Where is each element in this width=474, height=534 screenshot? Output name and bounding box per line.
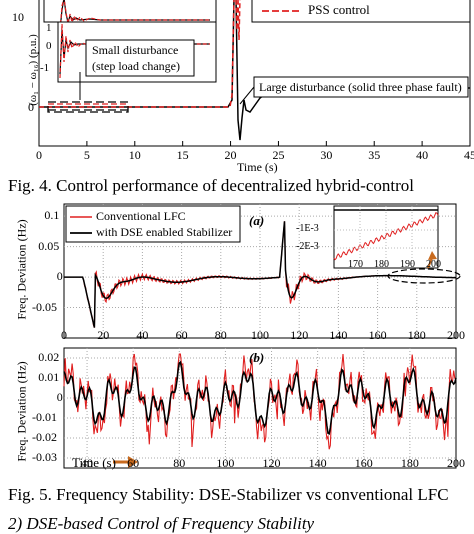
fig5a-inset-x-tick-200: 200 xyxy=(426,259,441,270)
fig5a-inset-y-tick-2: -2E-3 xyxy=(296,241,319,252)
fig4-inset-y-tick-1: 1 xyxy=(46,22,52,34)
fig5b-panel-label: (b) xyxy=(249,350,265,365)
fig5a-inset-x-tick-180: 180 xyxy=(374,259,389,270)
fig4-x-label: Time (s) xyxy=(237,160,278,174)
fig4-x-tick-label: 10 xyxy=(128,148,141,162)
fig5b-plot-frame xyxy=(63,347,457,469)
fig5a-chart xyxy=(63,203,461,339)
fig4-red-trace xyxy=(39,0,241,108)
fig5a-legend-label-dse: with DSE enabled Stabilizer xyxy=(96,225,233,239)
fig4-plot-frame xyxy=(38,0,471,147)
fig4-x-tick-label: 45 xyxy=(464,148,474,162)
fig4-small-dist-line1: Small disturbance xyxy=(92,43,179,57)
fig5b-chart xyxy=(63,347,457,469)
fig5b-x-label: Time (s) xyxy=(72,455,116,470)
fig5b-x-tick-label: 100 xyxy=(216,456,235,470)
fig5a-y-tick-label: 0.1 xyxy=(44,208,60,223)
fig5b-black-trace xyxy=(63,360,457,435)
fig5a-panel-label: (a) xyxy=(249,213,265,228)
fig4-y-tick-0: 0 xyxy=(28,100,34,114)
fig4-x-tick-label: 25 xyxy=(272,148,285,162)
fig4-caption: Fig. 4. Control performance of decentral… xyxy=(8,176,414,195)
fig4-large-dist-label: Large disturbance (solid three phase fau… xyxy=(259,80,462,94)
fig4-x-tick-label: 15 xyxy=(176,148,189,162)
fig5a-y-tick-label: 0 xyxy=(56,269,63,284)
fig4-x-tick-label: 35 xyxy=(368,148,381,162)
fig5b-x-tick-label: 80 xyxy=(173,456,186,470)
fig5b-x-tick-label: 120 xyxy=(262,456,281,470)
fig4-small-dist-region xyxy=(47,101,129,113)
fig5a-legend-label-conventional: Conventional LFC xyxy=(96,209,186,223)
fig5a-grid xyxy=(64,204,456,338)
fig5b-y-tick-label: -0.01 xyxy=(32,410,57,424)
fig5a-x-tick-label: 0 xyxy=(61,328,67,342)
fig4-x-ticks xyxy=(38,141,471,146)
fig5a-x-tick-label: 60 xyxy=(175,328,188,342)
fig5b-y-tick-label: -0.03 xyxy=(32,450,57,464)
fig5a-black-trace xyxy=(64,221,456,328)
fig5b-y-tick-label: 0.01 xyxy=(38,370,60,384)
fig4-x-tick-label: 30 xyxy=(320,148,333,162)
fig4-inset-red-trace xyxy=(59,23,210,79)
fig4-x-tick-label: 20 xyxy=(224,148,237,162)
fig5b-x-tick-label: 140 xyxy=(308,456,327,470)
fig4-large-dist-arrow xyxy=(239,86,255,105)
fig5b-y-label: Freq. Deviation (Hz) xyxy=(14,361,29,462)
fig4-x-tick-label: 5 xyxy=(83,148,90,162)
fig4-inset-frame xyxy=(43,0,217,23)
fig5a-x-tick-label: 140 xyxy=(329,328,348,342)
fig5a-x-tick-label: 180 xyxy=(407,328,426,342)
fig4-inset-y-tick-0: 0 xyxy=(46,40,52,52)
fig5b-y-tick-label: 0.02 xyxy=(38,350,60,364)
fig5a-inset-x-tick-190: 190 xyxy=(400,259,415,270)
fig4-small-dist-box xyxy=(85,39,195,77)
fig5a-x-tick-label: 20 xyxy=(97,328,110,342)
fig5a-x-tick-label: 80 xyxy=(214,328,227,342)
fig5b-y-tick-label: 0 xyxy=(56,390,63,404)
fig5a-legend-box xyxy=(65,205,241,243)
fig5b-red-trace xyxy=(63,353,457,450)
fig5b-x-tick-label: 200 xyxy=(447,456,465,470)
fig5a-y-tick-label: -0.05 xyxy=(32,299,57,314)
fig5a-inset-x-tick-170: 170 xyxy=(348,259,363,270)
fig5a-x-tick-label: 40 xyxy=(136,328,149,342)
fig4-small-dist-line2: (step load change) xyxy=(92,59,180,73)
fig5a-x-tick-label: 120 xyxy=(290,328,309,342)
fig4-y-tick-10: 10 xyxy=(12,10,24,24)
fig5b-x-tick-label: 40 xyxy=(81,456,94,470)
fig4-inset-y-tick-neg1: -1 xyxy=(40,62,50,74)
fig5a-inset-red-trace xyxy=(333,212,439,261)
fig5a-y-label: Freq. Deviation (Hz) xyxy=(14,219,29,320)
fig4-x-tick-label: 0 xyxy=(36,148,42,162)
fig5b-x-tick-label: 160 xyxy=(354,456,373,470)
section-heading: 2) DSE-based Control of Frequency Stabil… xyxy=(8,514,315,533)
fig4-legend-box xyxy=(251,0,471,23)
fig4-x-tick-label: 40 xyxy=(416,148,429,162)
fig4-legend-label: PSS control xyxy=(308,2,370,17)
fig5a-x-tick-label: 160 xyxy=(368,328,387,342)
fig5b-y-tick-label: -0.02 xyxy=(32,430,57,444)
fig5b-x-tick-label: 60 xyxy=(127,456,140,470)
fig5-caption: Fig. 5. Frequency Stability: DSE-Stabili… xyxy=(8,485,449,504)
fig4-inset-red-curve xyxy=(59,0,210,31)
fig5a-y-tick-label: 0.05 xyxy=(38,238,60,253)
fig5a-x-tick-label: 100 xyxy=(251,328,269,342)
fig4-chart xyxy=(38,0,471,147)
fig5a-x-tick-label: 200 xyxy=(447,328,465,342)
fig5a-zoom-arrow xyxy=(427,257,433,269)
fig5a-inset-y-tick-1: -1E-3 xyxy=(296,223,319,234)
fig5b-x-tick-label: 180 xyxy=(400,456,419,470)
fig5a-zoom-ellipse xyxy=(387,268,461,284)
